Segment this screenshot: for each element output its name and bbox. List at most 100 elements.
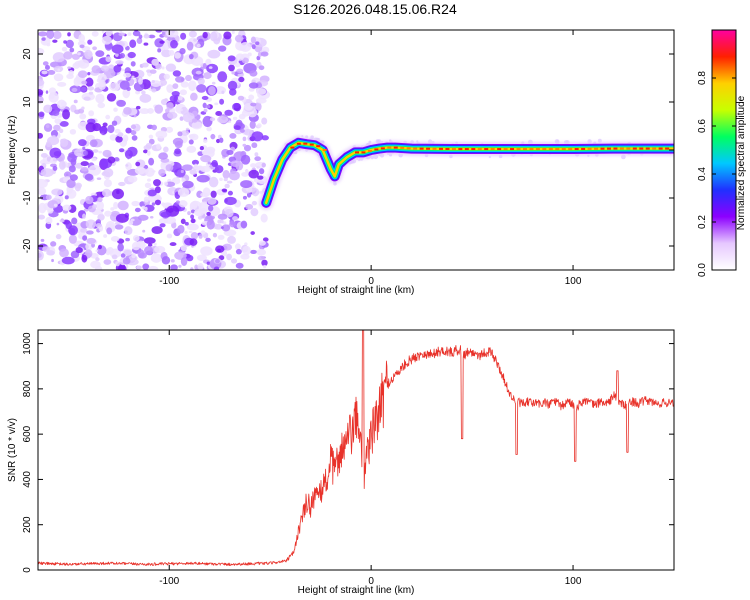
noise-blob [149, 215, 154, 219]
noise-blob [135, 90, 141, 95]
noise-blob [238, 76, 245, 83]
noise-blob [258, 168, 265, 175]
noise-blob [81, 254, 88, 263]
noise-blob [229, 220, 236, 228]
noise-blob [53, 150, 62, 157]
noise-blob [174, 148, 181, 155]
noise-blob [174, 52, 182, 59]
noise-blob [130, 124, 137, 129]
noise-blob [262, 237, 269, 242]
colorbar-gradient [711, 29, 737, 271]
noise-blob [216, 138, 221, 144]
noise-blob [100, 211, 103, 215]
noise-blob [190, 214, 195, 220]
noise-blob [130, 130, 137, 136]
noise-blob [90, 260, 101, 269]
noise-blob [132, 30, 141, 37]
noise-blob [55, 234, 62, 240]
noise-blob [80, 161, 89, 167]
noise-blob [150, 253, 162, 263]
noise-blob [175, 76, 185, 83]
snr-y-tick-label: 400 [22, 471, 33, 488]
noise-blob [224, 109, 234, 116]
noise-blob [77, 52, 81, 56]
noise-blob [56, 222, 60, 226]
noise-blob [143, 149, 148, 154]
noise-blob [81, 106, 85, 110]
noise-blob [75, 246, 83, 254]
noise-blob [119, 30, 123, 33]
noise-blob [201, 150, 208, 155]
noise-blob [234, 62, 241, 68]
noise-blob [69, 174, 78, 181]
noise-blob [250, 163, 257, 168]
noise-blob [221, 90, 225, 95]
noise-blob [242, 195, 248, 200]
noise-blob [134, 207, 141, 213]
noise-blob [255, 41, 260, 46]
noise-blob [151, 88, 157, 93]
noise-blob [79, 44, 85, 49]
noise-blob [203, 108, 208, 113]
snr-panel: -100 0 100 0 200 400 600 800 1000 Height of str… [7, 329, 675, 596]
noise-blob [185, 127, 190, 131]
noise-blob [258, 240, 266, 246]
noise-blob [38, 89, 44, 96]
noise-blob [177, 163, 182, 168]
noise-blob [139, 108, 150, 115]
noise-blob [184, 221, 189, 226]
noise-blob [111, 120, 118, 126]
noise-blob [115, 213, 129, 223]
noise-blob [118, 32, 126, 37]
noise-blob [217, 234, 225, 240]
noise-blob [257, 255, 265, 261]
noise-blob [85, 195, 94, 205]
noise-blob [72, 62, 80, 69]
snr-y-label: SNR (10 * v/v) [7, 418, 18, 482]
noise-blob [60, 138, 65, 144]
noise-blob [95, 223, 102, 228]
noise-blob [141, 205, 146, 210]
noise-blob [38, 132, 44, 139]
noise-blob [159, 223, 166, 228]
noise-blob [38, 111, 45, 117]
noise-blob [224, 196, 237, 206]
noise-blob [221, 224, 231, 232]
noise-blob [138, 77, 143, 85]
noise-blob [191, 121, 203, 130]
noise-blob [188, 30, 197, 38]
noise-blob [189, 169, 197, 175]
noise-blob [242, 245, 251, 256]
noise-blob [179, 89, 188, 96]
noise-blob [40, 153, 48, 158]
noise-blob [251, 44, 256, 50]
snr-x-tick-label: 0 [368, 576, 374, 587]
noise-blob [195, 70, 202, 75]
noise-blob [256, 248, 267, 256]
noise-blob [246, 192, 252, 198]
noise-blob [137, 214, 149, 221]
noise-blob [109, 134, 118, 141]
snr-x-label: Height of straight line (km) [298, 585, 415, 596]
noise-blob [74, 148, 87, 157]
noise-blob [129, 39, 137, 48]
noise-blob [176, 168, 186, 178]
noise-blob [180, 245, 188, 252]
noise-blob [67, 66, 72, 70]
noise-blob [217, 219, 222, 224]
noise-blob [130, 61, 136, 67]
noise-blob [206, 126, 212, 132]
noise-blob [261, 46, 270, 54]
noise-blob [151, 226, 163, 235]
noise-blob [85, 242, 93, 251]
noise-blob [165, 30, 179, 38]
noise-blob [203, 139, 208, 143]
ridge-speckle [357, 159, 361, 162]
colorbar-tick-label: 0.8 [697, 71, 708, 85]
noise-blob [113, 201, 119, 210]
noise-blob [79, 113, 87, 120]
noise-blob [112, 188, 124, 200]
noise-blob [227, 190, 233, 196]
noise-blob [159, 40, 165, 44]
noise-blob [228, 120, 232, 124]
